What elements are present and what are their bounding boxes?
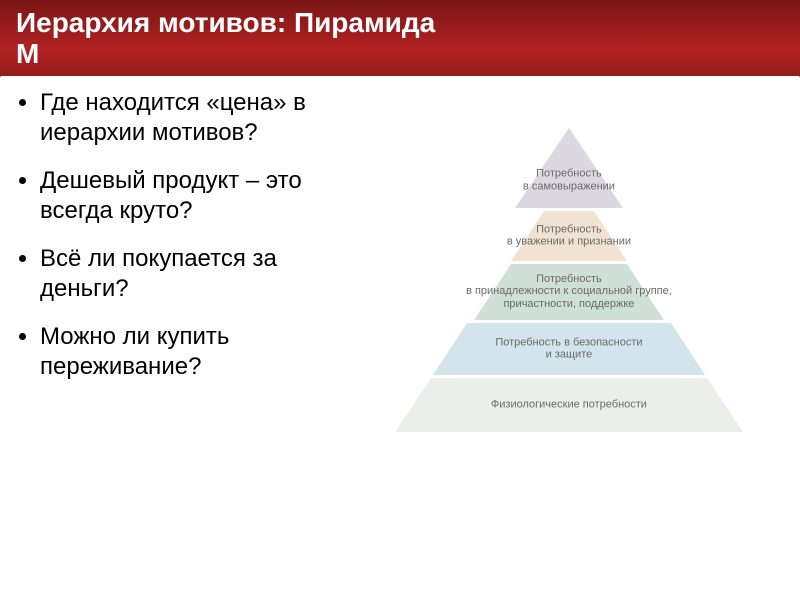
slide-title-line1: Иерархия мотивов: Пирамида bbox=[16, 8, 784, 39]
pyramid-level-label: Потребность в уважении и признании bbox=[429, 223, 709, 248]
bullet-list: Где находится «цена» в иерархии мотивов?… bbox=[16, 88, 346, 382]
bullet-item: Где находится «цена» в иерархии мотивов? bbox=[40, 88, 346, 148]
pyramid-level-3: Потребность в безопасности и защите bbox=[399, 323, 739, 375]
maslow-pyramid: Потребность в самовыраженииПотребность в… bbox=[369, 128, 769, 435]
pyramid-level-4: Физиологические потребности bbox=[359, 378, 779, 432]
pyramid-level-label: Физиологические потребности bbox=[429, 398, 709, 411]
bullet-column: Где находится «цена» в иерархии мотивов?… bbox=[16, 88, 354, 596]
slide-title-line2: М bbox=[16, 39, 784, 70]
pyramid-level-label: Потребность в принадлежности к социально… bbox=[429, 273, 709, 311]
pyramid-level-0: Потребность в самовыражении bbox=[515, 128, 623, 208]
pyramid-level-2: Потребность в принадлежности к социально… bbox=[437, 264, 701, 320]
pyramid-column: Потребность в самовыраженииПотребность в… bbox=[354, 88, 784, 596]
pyramid-level-label: Потребность в безопасности и защите bbox=[429, 336, 709, 361]
pyramid-level-label: Потребность в самовыражении bbox=[429, 168, 709, 193]
slide-body: Где находится «цена» в иерархии мотивов?… bbox=[0, 76, 800, 596]
bullet-item: Можно ли купить переживание? bbox=[40, 322, 346, 382]
bullet-item: Дешевый продукт – это всегда круто? bbox=[40, 166, 346, 226]
bullet-item: Всё ли покупается за деньги? bbox=[40, 244, 346, 304]
pyramid-level-1: Потребность в уважении и признании bbox=[478, 211, 660, 261]
